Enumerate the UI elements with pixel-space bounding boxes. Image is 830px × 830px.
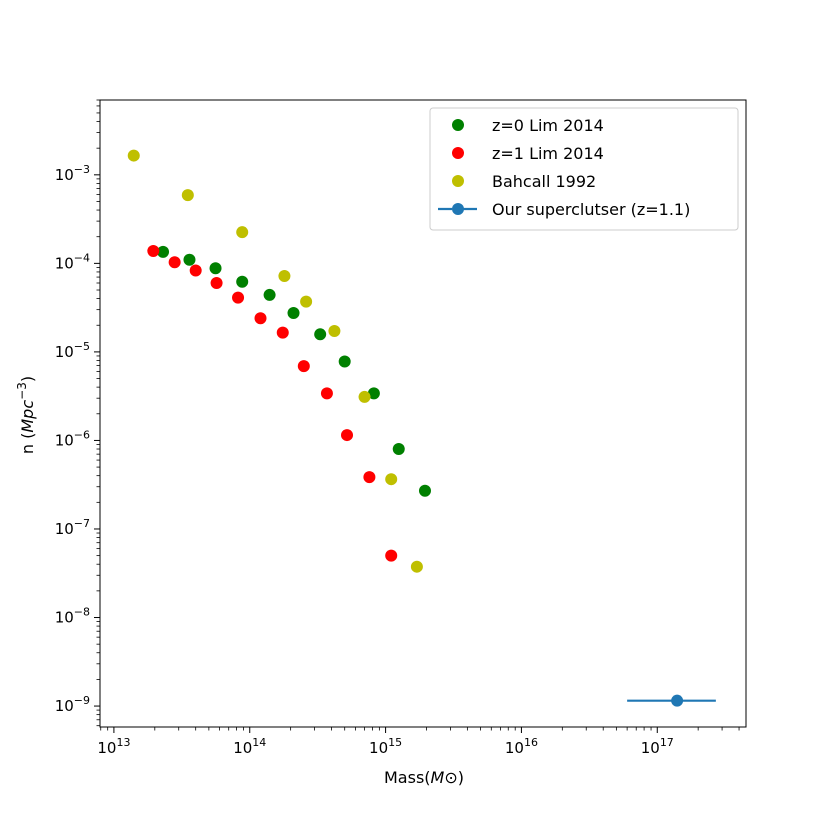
x-tick-label-base: 10 [97, 739, 116, 757]
y-tick-label-exp: −5 [74, 340, 90, 353]
x-axis-label-close: ) [458, 768, 464, 787]
legend-marker [452, 175, 464, 187]
legend-marker [452, 119, 464, 131]
x-tick-label: 1016 [505, 736, 538, 757]
data-point [209, 262, 222, 275]
y-tick-label: 10−8 [55, 606, 90, 627]
y-tick-label-exp: −6 [74, 428, 90, 441]
data-point [367, 387, 380, 400]
y-axis-label-text: n ( [18, 433, 37, 454]
x-tick-label-base: 10 [505, 739, 524, 757]
data-point [385, 473, 398, 486]
data-point [236, 275, 249, 288]
legend-label: Bahcall 1992 [492, 172, 596, 191]
data-point [341, 429, 354, 442]
data-point [314, 328, 327, 341]
data-point [278, 269, 291, 282]
data-point [363, 471, 376, 484]
data-point [276, 326, 289, 339]
data-point [254, 312, 267, 325]
x-tick-label-exp: 14 [252, 736, 266, 749]
data-point [300, 295, 313, 308]
x-tick-label: 1017 [641, 736, 674, 757]
data-point [181, 189, 194, 202]
y-tick-label-base: 10 [55, 520, 74, 538]
data-point [320, 387, 333, 400]
legend-label: z=1 Lim 2014 [492, 144, 604, 163]
x-tick-label-exp: 17 [660, 736, 674, 749]
series-2 [147, 244, 398, 562]
x-axis-label-text: Mass( [384, 768, 431, 787]
legend-marker [452, 203, 464, 215]
y-tick-label-exp: −9 [74, 694, 90, 707]
data-point [232, 291, 245, 304]
x-tick-label-exp: 13 [116, 736, 130, 749]
data-point [183, 253, 196, 266]
data-point [210, 277, 223, 290]
y-tick-label-exp: −4 [74, 251, 90, 264]
y-tick-label: 10−9 [55, 694, 90, 715]
data-point [147, 244, 160, 257]
data-point [297, 360, 310, 373]
y-tick-label: 10−4 [55, 251, 90, 272]
x-axis-ticks: 1013 1014 1015 1016 1017 [97, 727, 740, 757]
y-axis-label-unit: Mpc [18, 400, 37, 433]
legend-label: z=0 Lim 2014 [492, 116, 604, 135]
x-axis-label-unit: M⊙ [431, 768, 458, 787]
y-axis-label-close: ) [18, 376, 37, 382]
y-tick-label-exp: −3 [74, 163, 90, 176]
y-tick-label-base: 10 [55, 431, 74, 449]
x-tick-label-exp: 16 [524, 736, 538, 749]
data-point [418, 484, 431, 497]
legend-box [429, 107, 739, 231]
y-tick-label-base: 10 [55, 609, 74, 627]
y-tick-label-base: 10 [55, 343, 74, 361]
y-axis-label-exp: −3 [15, 382, 29, 400]
y-tick-label: 10−5 [55, 340, 90, 361]
x-tick-label-base: 10 [233, 739, 252, 757]
data-point [671, 694, 684, 707]
y-tick-label-exp: −8 [74, 606, 90, 619]
x-tick-label: 1015 [369, 736, 402, 757]
data-point [236, 226, 249, 239]
y-tick-label-base: 10 [55, 697, 74, 715]
y-tick-label-base: 10 [55, 166, 74, 184]
y-tick-label-base: 10 [55, 254, 74, 272]
x-tick-label-base: 10 [369, 739, 388, 757]
data-point [328, 325, 341, 338]
data-point [358, 390, 371, 403]
legend-label: Our superclutser (z=1.1) [492, 200, 690, 219]
x-tick-label: 1013 [97, 736, 130, 757]
data-point [189, 264, 202, 277]
y-axis-label: n (Mpc−3) [15, 376, 37, 454]
data-point [263, 288, 276, 301]
legend-marker [452, 147, 464, 159]
y-axis-ticks: 10−910−810−710−610−510−410−3 [55, 99, 100, 727]
x-tick-label: 1014 [233, 736, 266, 757]
series-3 [127, 149, 423, 573]
data-point [127, 149, 140, 162]
legend: z=0 Lim 2014 z=1 Lim 2014 Bahcall 1992 Our … [429, 107, 739, 231]
y-tick-label: 10−3 [55, 163, 90, 184]
data-point [385, 549, 398, 562]
data-point [410, 560, 423, 573]
data-point [168, 256, 181, 269]
plot-content [127, 149, 716, 707]
data-point [287, 307, 300, 320]
series-1 [157, 245, 431, 497]
x-axis-label: Mass(M⊙) [384, 768, 464, 787]
y-tick-label: 10−7 [55, 517, 90, 538]
data-point [392, 443, 405, 456]
x-tick-label-base: 10 [641, 739, 660, 757]
series-4 [627, 694, 716, 707]
data-point [338, 355, 351, 368]
x-tick-label-exp: 15 [388, 736, 402, 749]
data-point [157, 245, 170, 258]
y-tick-label: 10−6 [55, 428, 90, 449]
y-tick-label-exp: −7 [74, 517, 90, 530]
